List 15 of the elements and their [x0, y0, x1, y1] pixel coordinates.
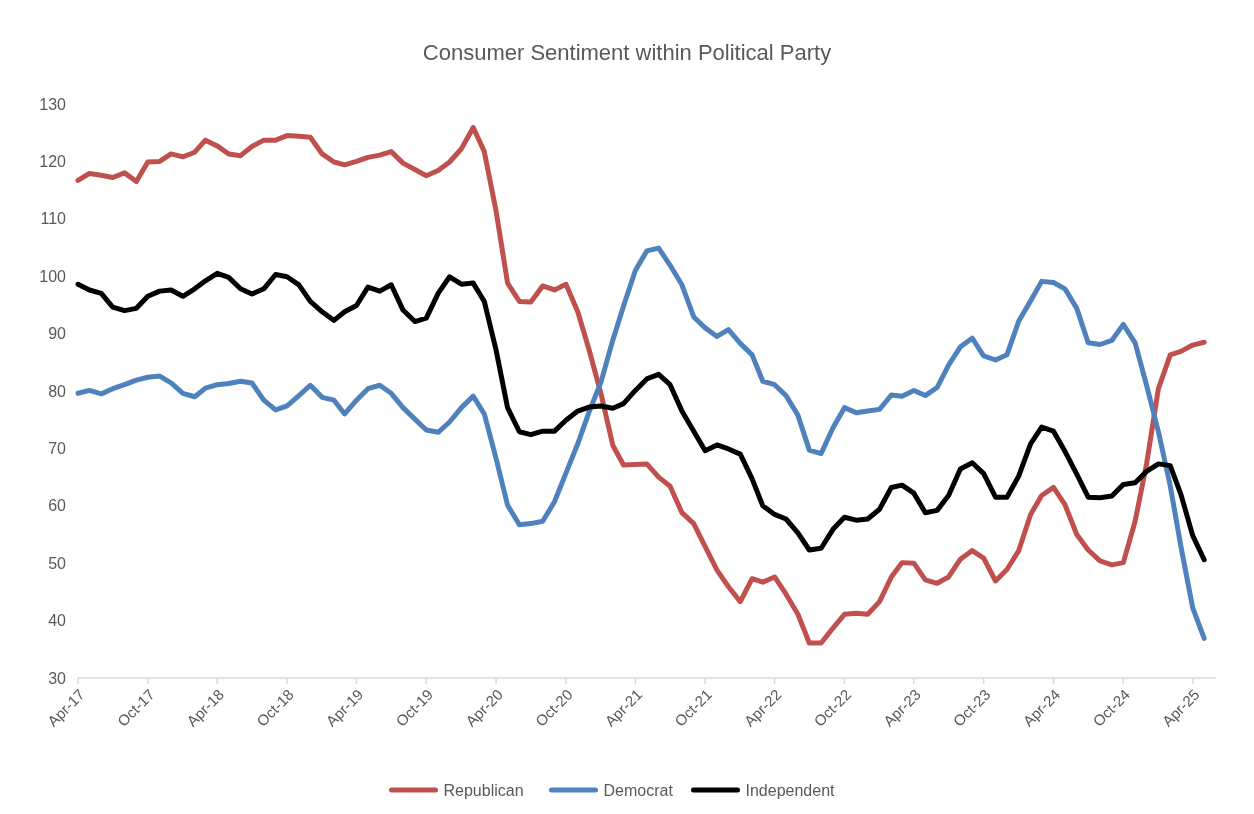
legend-label: Independent	[745, 781, 836, 799]
y-tick-label: 50	[48, 554, 67, 572]
legend-label: Democrat	[603, 781, 674, 799]
y-tick-label: 30	[48, 669, 67, 687]
y-tick-label: 60	[48, 497, 67, 515]
y-tick-label: 70	[48, 440, 67, 457]
legend-label: Republican	[443, 781, 524, 799]
y-tick-label: 90	[48, 325, 67, 343]
y-tick-label: 110	[40, 210, 67, 228]
y-tick-label: 130	[39, 95, 67, 113]
y-tick-label: 100	[39, 267, 67, 285]
y-tick-label: 40	[48, 612, 67, 630]
chart-title: Consumer Sentiment within Political Party	[422, 40, 832, 65]
y-tick-label: 120	[39, 153, 67, 170]
y-tick-label: 80	[48, 382, 67, 400]
